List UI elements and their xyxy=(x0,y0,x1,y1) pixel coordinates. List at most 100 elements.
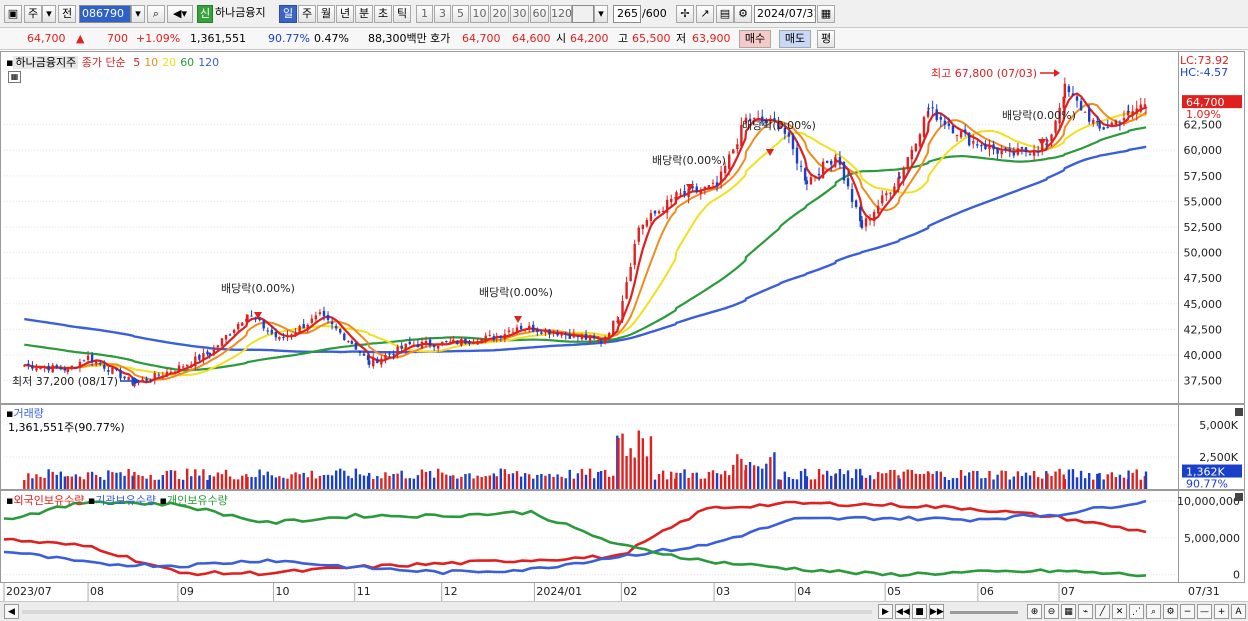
volume-bar xyxy=(906,469,909,489)
x-tick-label: 11 xyxy=(357,585,371,598)
period-tab[interactable]: 분 xyxy=(355,5,373,23)
interval-tab[interactable]: 5 xyxy=(452,5,469,23)
speaker-icon[interactable]: ◀▾ xyxy=(167,5,193,23)
layout-icon[interactable]: ▣ xyxy=(4,5,22,23)
new-badge[interactable]: 신 xyxy=(197,5,213,23)
chart-type-icon[interactable]: ▦ xyxy=(1061,604,1076,619)
volume-bar xyxy=(278,476,281,489)
candle-body xyxy=(274,331,278,338)
candle-body xyxy=(99,362,102,365)
zoom-icon[interactable]: ⊕ xyxy=(1027,604,1042,619)
chevron-down-icon[interactable]: ▾ xyxy=(42,5,56,23)
candle-body xyxy=(715,182,719,186)
prev-button[interactable]: 전 xyxy=(58,5,76,23)
candle-body xyxy=(922,117,926,138)
candle-body xyxy=(1036,151,1040,153)
candle-body xyxy=(137,381,140,383)
volume-bar xyxy=(817,468,821,489)
eval-button[interactable]: 평 xyxy=(817,30,835,48)
volume-legend: ▪거래량 xyxy=(6,405,44,421)
candle-body xyxy=(47,365,50,371)
interval-custom-input[interactable] xyxy=(572,5,594,23)
legend-dot-icon: ▪ xyxy=(6,407,14,420)
scroll-left-icon[interactable]: ◀ xyxy=(4,604,19,619)
candle-body xyxy=(931,107,934,109)
volume-bar xyxy=(612,475,615,489)
chevron-down-icon[interactable]: ▾ xyxy=(131,5,145,23)
period-tab[interactable]: 년 xyxy=(336,5,354,23)
font-size-icon[interactable]: A xyxy=(1231,604,1246,619)
crosshair-icon[interactable]: ✢ xyxy=(676,5,694,23)
plus-icon[interactable]: + xyxy=(1214,604,1229,619)
interval-tab[interactable]: 120 xyxy=(550,5,572,23)
candle-body xyxy=(464,338,467,344)
chevron-down-icon[interactable]: ▾ xyxy=(594,5,608,23)
search-icon[interactable]: ⌕ xyxy=(1146,604,1161,619)
low-price: 63,900 xyxy=(692,32,731,45)
save-icon[interactable]: ▤ xyxy=(716,5,734,23)
interval-tab[interactable]: 3 xyxy=(434,5,451,23)
interval-tab[interactable]: 10 xyxy=(470,5,489,23)
volume-bar xyxy=(400,470,403,489)
period-tab[interactable]: 초 xyxy=(374,5,392,23)
volume-bar xyxy=(972,470,975,489)
candle-body xyxy=(564,333,567,335)
stock-code-input[interactable]: 086790 xyxy=(79,5,131,23)
date-input[interactable]: 2024/07/31 xyxy=(754,5,816,23)
fib-icon[interactable]: ⋰ xyxy=(1129,604,1144,619)
period-tab[interactable]: 주 xyxy=(298,5,316,23)
draw-tool-icon[interactable]: ↗ xyxy=(696,5,714,23)
step-forward-icon[interactable]: ▶▶ xyxy=(929,604,944,619)
volume-bar xyxy=(507,474,511,489)
candle-body xyxy=(572,333,576,338)
volume-bar xyxy=(1067,469,1071,489)
scrollbar-track[interactable] xyxy=(22,610,872,614)
candle-body xyxy=(914,143,918,152)
candle-body xyxy=(1032,151,1036,156)
period-tab[interactable]: 일 xyxy=(279,5,297,23)
magnet-icon[interactable]: ⌁ xyxy=(1078,604,1093,619)
count-input[interactable]: 265 xyxy=(613,5,641,23)
line-tool-icon[interactable]: ╱ xyxy=(1095,604,1110,619)
period-tab[interactable]: 틱 xyxy=(393,5,411,23)
volume-tick-label: 2,500K xyxy=(1199,451,1238,464)
buy-button[interactable]: 매수 xyxy=(739,30,771,48)
step-back-icon[interactable]: ◀◀ xyxy=(895,604,910,619)
search-icon[interactable]: ⌕ xyxy=(147,5,165,23)
candle-body xyxy=(127,377,130,380)
candle-body xyxy=(507,330,511,333)
stop-icon[interactable]: ■ xyxy=(912,604,927,619)
candle-body xyxy=(198,354,201,360)
sell-button[interactable]: 매도 xyxy=(779,30,811,48)
settings-icon[interactable]: ⚙ xyxy=(1163,604,1178,619)
interval-tab[interactable]: 20 xyxy=(490,5,509,23)
gear-icon[interactable]: ⚙ xyxy=(734,5,752,23)
volume-bar xyxy=(27,473,30,489)
erase-icon[interactable]: ✕ xyxy=(1112,604,1127,619)
volume-bar xyxy=(645,456,649,489)
volume-bar xyxy=(683,469,686,489)
volume-bar xyxy=(372,479,375,489)
price-legend: ▪ 하나금융지주 종가 단순 5 10 20 60 120 xyxy=(6,54,219,70)
minus-icon[interactable]: − xyxy=(1180,604,1195,619)
interval-tab[interactable]: 30 xyxy=(510,5,529,23)
zoom-slider[interactable] xyxy=(950,611,1018,614)
candle-body xyxy=(495,336,498,339)
volume-bar xyxy=(540,474,543,489)
table-icon[interactable]: ▦ xyxy=(8,71,21,83)
scroll-right-icon[interactable]: ▶ xyxy=(878,604,893,619)
candle-body xyxy=(803,168,807,181)
interval-tab[interactable]: 60 xyxy=(530,5,549,23)
zoom-out-icon[interactable]: ⊖ xyxy=(1044,604,1059,619)
type-select[interactable]: 주 xyxy=(24,5,42,23)
volume-bar xyxy=(548,473,551,489)
chart-area[interactable]: 37,50040,00042,50045,00047,50050,00052,5… xyxy=(0,51,1248,601)
period-tab[interactable]: 월 xyxy=(317,5,335,23)
calendar-icon[interactable]: ▦ xyxy=(817,5,835,23)
hc-label: HC:-4.57 xyxy=(1180,66,1228,79)
collapse-icon[interactable]: — xyxy=(1197,604,1212,619)
interval-tab[interactable]: 1 xyxy=(416,5,433,23)
candle-body xyxy=(1079,101,1083,111)
volume-bar xyxy=(424,471,428,489)
candle-body xyxy=(480,338,483,342)
